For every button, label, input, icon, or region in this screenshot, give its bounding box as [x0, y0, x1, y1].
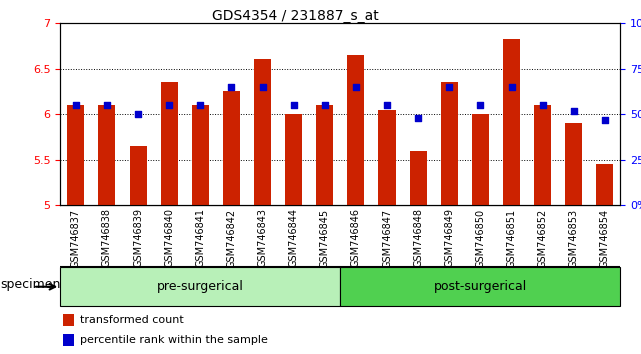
Bar: [98, 105, 115, 205]
Text: GSM746849: GSM746849: [444, 209, 454, 267]
Point: [351, 84, 361, 90]
Bar: [503, 39, 520, 205]
Point: [538, 102, 548, 108]
Text: GSM746843: GSM746843: [258, 209, 267, 267]
Point: [382, 102, 392, 108]
Bar: [410, 151, 427, 205]
Point: [288, 102, 299, 108]
Text: percentile rank within the sample: percentile rank within the sample: [80, 335, 268, 345]
Text: GSM746845: GSM746845: [320, 209, 330, 268]
Point: [569, 108, 579, 113]
Point: [226, 84, 237, 90]
Point: [475, 102, 486, 108]
Text: GSM746844: GSM746844: [288, 209, 299, 267]
Bar: [596, 164, 613, 205]
Text: GSM746852: GSM746852: [538, 209, 547, 268]
Point: [444, 84, 454, 90]
Text: GSM746839: GSM746839: [133, 209, 143, 267]
Point: [133, 111, 143, 117]
Bar: [129, 146, 147, 205]
Bar: [63, 334, 74, 346]
Text: specimen: specimen: [0, 279, 60, 291]
Bar: [347, 55, 365, 205]
Bar: [67, 105, 85, 205]
Point: [164, 102, 174, 108]
Bar: [565, 123, 583, 205]
Point: [600, 117, 610, 122]
Point: [71, 102, 81, 108]
Point: [102, 102, 112, 108]
Text: GSM746848: GSM746848: [413, 209, 423, 267]
Point: [320, 102, 330, 108]
Point: [258, 84, 268, 90]
Bar: [63, 314, 74, 326]
Text: GSM746850: GSM746850: [476, 209, 485, 268]
Bar: [223, 91, 240, 205]
Bar: [161, 82, 178, 205]
Bar: [60, 267, 340, 306]
Point: [506, 84, 517, 90]
Text: GSM746838: GSM746838: [102, 209, 112, 267]
Bar: [378, 110, 395, 205]
Text: GSM746841: GSM746841: [196, 209, 205, 267]
Bar: [316, 105, 333, 205]
Point: [413, 115, 423, 121]
Text: GDS4354 / 231887_s_at: GDS4354 / 231887_s_at: [212, 9, 379, 23]
Text: GSM746840: GSM746840: [164, 209, 174, 267]
Text: GSM746853: GSM746853: [569, 209, 579, 268]
Text: GSM746842: GSM746842: [226, 209, 237, 268]
Text: pre-surgerical: pre-surgerical: [157, 280, 244, 293]
Bar: [192, 105, 209, 205]
Text: GSM746854: GSM746854: [600, 209, 610, 268]
Bar: [472, 114, 489, 205]
Text: transformed count: transformed count: [80, 315, 183, 325]
Text: GSM746851: GSM746851: [506, 209, 517, 268]
Bar: [285, 114, 303, 205]
Point: [195, 102, 205, 108]
Text: post-surgerical: post-surgerical: [434, 280, 527, 293]
Text: GSM746837: GSM746837: [71, 209, 81, 268]
Bar: [441, 82, 458, 205]
Bar: [534, 105, 551, 205]
Text: GSM746847: GSM746847: [382, 209, 392, 268]
Bar: [254, 59, 271, 205]
Text: GSM746846: GSM746846: [351, 209, 361, 267]
Bar: [340, 267, 620, 306]
